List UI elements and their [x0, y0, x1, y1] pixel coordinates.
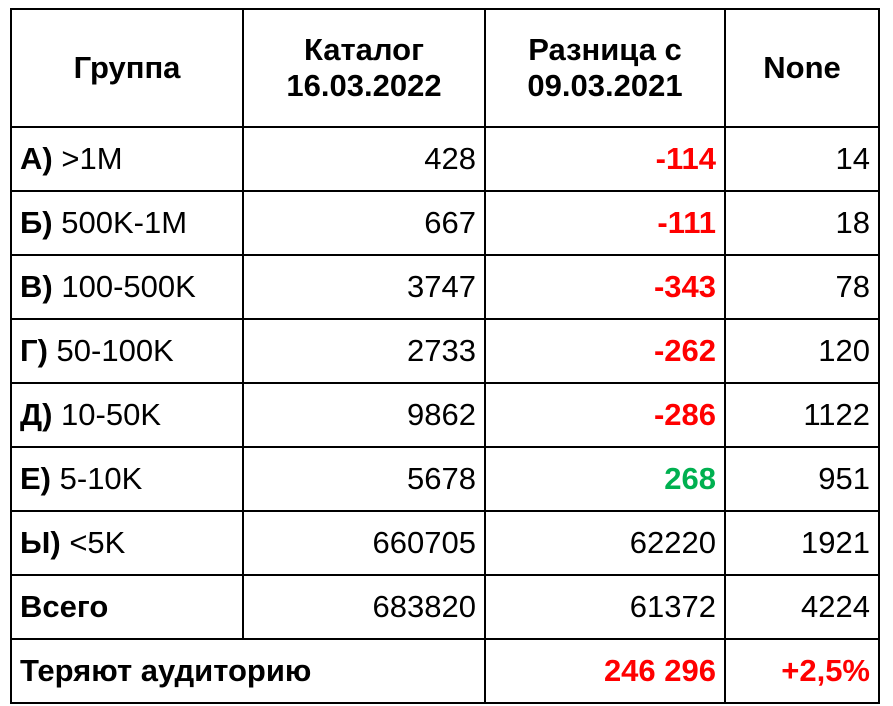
table-row: В) 100-500K 3747 -343 78	[10, 254, 880, 320]
group-cell: Г) 50-100K	[10, 318, 244, 384]
none-cell: 18	[724, 190, 880, 256]
difference-cell: -262	[484, 318, 726, 384]
catalog-cell: 3747	[242, 254, 486, 320]
catalog-cell: 667	[242, 190, 486, 256]
catalog-cell: 2733	[242, 318, 486, 384]
table-row: Г) 50-100K 2733 -262 120	[10, 318, 880, 384]
group-cell: Д) 10-50K	[10, 382, 244, 448]
none-cell: 1921	[724, 510, 880, 576]
difference-cell: 268	[484, 446, 726, 512]
difference-cell: -343	[484, 254, 726, 320]
header-group: Группа	[10, 8, 244, 128]
difference-cell: -114	[484, 126, 726, 192]
header-row: Группа Каталог 16.03.2022 Разница с 09.03.…	[10, 8, 880, 128]
table-row: Б) 500K-1M 667 -111 18	[10, 190, 880, 256]
catalog-cell: 428	[242, 126, 486, 192]
group-cell: Е) 5-10K	[10, 446, 244, 512]
table-row: Е) 5-10K 5678 268 951	[10, 446, 880, 512]
difference-cell: -111	[484, 190, 726, 256]
group-cell: Ы) <5K	[10, 510, 244, 576]
losing-audience-percent: +2,5%	[724, 638, 880, 704]
catalog-cell: 9862	[242, 382, 486, 448]
losing-audience-difference: 246 296	[484, 638, 726, 704]
losing-audience-row: Теряют аудиторию 246 296 +2,5%	[10, 638, 880, 704]
total-difference: 61372	[484, 574, 726, 640]
audience-groups-table: Группа Каталог 16.03.2022 Разница с 09.03.…	[10, 8, 880, 704]
catalog-cell: 660705	[242, 510, 486, 576]
group-cell: Б) 500K-1M	[10, 190, 244, 256]
total-label: Всего	[10, 574, 244, 640]
table-row: Ы) <5K 660705 62220 1921	[10, 510, 880, 576]
total-none: 4224	[724, 574, 880, 640]
difference-cell: 62220	[484, 510, 726, 576]
total-catalog: 683820	[242, 574, 486, 640]
group-cell: А) >1M	[10, 126, 244, 192]
header-catalog: Каталог 16.03.2022	[242, 8, 486, 128]
total-row: Всего 683820 61372 4224	[10, 574, 880, 640]
header-difference: Разница с 09.03.2021	[484, 8, 726, 128]
none-cell: 78	[724, 254, 880, 320]
table-row: А) >1M 428 -114 14	[10, 126, 880, 192]
losing-audience-label: Теряют аудиторию	[10, 638, 486, 704]
none-cell: 120	[724, 318, 880, 384]
header-none: None	[724, 8, 880, 128]
table-row: Д) 10-50K 9862 -286 1122	[10, 382, 880, 448]
none-cell: 1122	[724, 382, 880, 448]
none-cell: 14	[724, 126, 880, 192]
difference-cell: -286	[484, 382, 726, 448]
none-cell: 951	[724, 446, 880, 512]
group-cell: В) 100-500K	[10, 254, 244, 320]
catalog-cell: 5678	[242, 446, 486, 512]
